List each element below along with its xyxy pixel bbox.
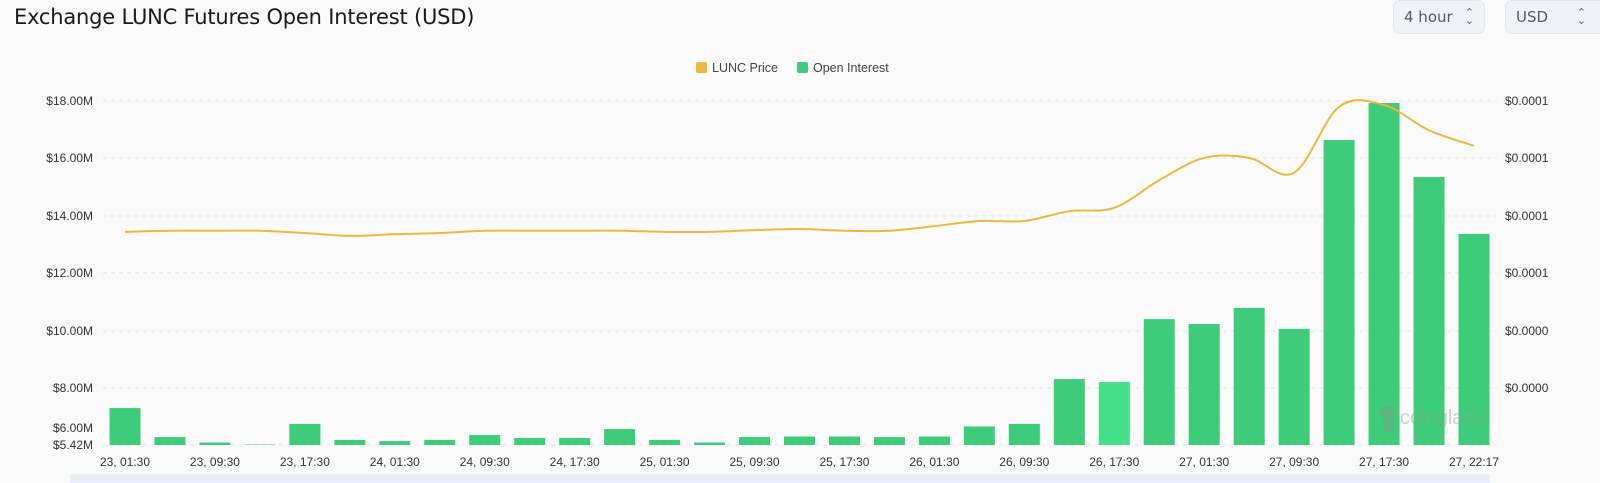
open-interest-bar (1008, 423, 1040, 445)
open-interest-bar (559, 437, 591, 445)
lunc-price-line (124, 99, 1475, 237)
x-axis-tick: 24, 09:30 (460, 455, 510, 469)
open-interest-bar (1053, 379, 1085, 445)
right-axis-tick: $0.0001 (1505, 209, 1549, 223)
left-axis-tick: $6.00M (53, 421, 93, 435)
left-axis-tick: $18.00M (46, 94, 93, 108)
legend-oi-swatch[interactable] (797, 62, 808, 73)
open-interest-bar (1143, 319, 1175, 445)
x-axis-tick: 23, 17:30 (280, 455, 330, 469)
open-interest-bar (604, 429, 636, 445)
left-axis-tick: $8.00M (53, 381, 93, 395)
open-interest-bar (918, 436, 950, 445)
open-interest-bar (1368, 103, 1400, 445)
right-axis-tick: $0.0000 (1505, 381, 1549, 395)
currency-select-value: USD (1516, 8, 1549, 26)
open-interest-bar (1458, 233, 1490, 445)
x-axis-tick: 24, 01:30 (370, 455, 420, 469)
zoom-slider-track[interactable] (70, 474, 1490, 483)
x-axis-tick: 23, 09:30 (190, 455, 240, 469)
open-interest-bar (469, 435, 501, 445)
x-axis-tick: 27, 09:30 (1269, 455, 1319, 469)
open-interest-bar (1323, 140, 1355, 446)
chevron-updown-icon: ⌃ ⌄ (1576, 6, 1586, 27)
x-axis-tick: 24, 17:30 (550, 455, 600, 469)
x-axis-tick: 27, 01:30 (1179, 455, 1229, 469)
x-axis-tick: 26, 17:30 (1089, 455, 1139, 469)
right-axis-tick: $0.0001 (1505, 151, 1549, 165)
x-axis-tick: 25, 01:30 (640, 455, 690, 469)
open-interest-bar (289, 423, 321, 445)
open-interest-bar (1233, 307, 1265, 445)
open-interest-bar (1413, 177, 1445, 445)
left-axis-tick: $14.00M (46, 209, 93, 223)
open-interest-bar (1098, 381, 1130, 445)
x-axis-tick: 25, 17:30 (819, 455, 869, 469)
left-axis-tick: $10.00M (46, 324, 93, 338)
open-interest-bar (694, 442, 726, 445)
x-axis-tick: 27, 22:17 (1449, 455, 1499, 469)
open-interest-bar (109, 408, 141, 445)
coinglass-watermark: coinglass (1380, 405, 1483, 432)
open-interest-bar (514, 437, 546, 445)
svg-text:coinglass: coinglass (1400, 407, 1483, 429)
open-interest-bar (334, 439, 366, 445)
x-axis-tick: 26, 09:30 (999, 455, 1049, 469)
open-interest-bar (1188, 323, 1220, 445)
legend: LUNC Price Open Interest (696, 61, 889, 75)
right-axis-tick: $0.0001 (1505, 94, 1549, 108)
chevron-updown-icon: ⌃ ⌄ (1464, 6, 1474, 27)
open-interest-bar (424, 439, 456, 445)
open-interest-bar (739, 437, 771, 445)
interval-select[interactable]: 4 hour ⌃ ⌄ (1393, 0, 1485, 34)
left-axis-tick: $5.42M (53, 438, 93, 452)
legend-price-label[interactable]: LUNC Price (712, 61, 778, 75)
open-interest-bar (199, 442, 231, 445)
left-axis-tick: $12.00M (46, 266, 93, 280)
legend-price-swatch[interactable] (696, 62, 707, 73)
currency-select[interactable]: USD ⌃ ⌄ (1505, 0, 1600, 34)
open-interest-bar (873, 437, 905, 445)
open-interest-bar (963, 426, 995, 445)
right-axis-tick: $0.0000 (1505, 324, 1549, 338)
interval-select-value: 4 hour (1404, 8, 1453, 26)
x-axis-tick: 26, 01:30 (909, 455, 959, 469)
x-axis-tick: 25, 09:30 (730, 455, 780, 469)
legend-oi-label[interactable]: Open Interest (813, 61, 889, 75)
open-interest-bar (1278, 328, 1310, 445)
open-interest-bar (649, 439, 681, 445)
page-title: Exchange LUNC Futures Open Interest (USD… (14, 5, 475, 29)
x-axis-tick: 27, 17:30 (1359, 455, 1409, 469)
open-interest-bar (784, 436, 815, 445)
right-axis-tick: $0.0001 (1505, 266, 1549, 280)
open-interest-bar (154, 437, 186, 445)
x-axis-tick: 23, 01:30 (100, 455, 150, 469)
left-axis-tick: $16.00M (46, 151, 93, 165)
open-interest-bar (379, 441, 411, 445)
open-interest-bar (828, 436, 860, 445)
